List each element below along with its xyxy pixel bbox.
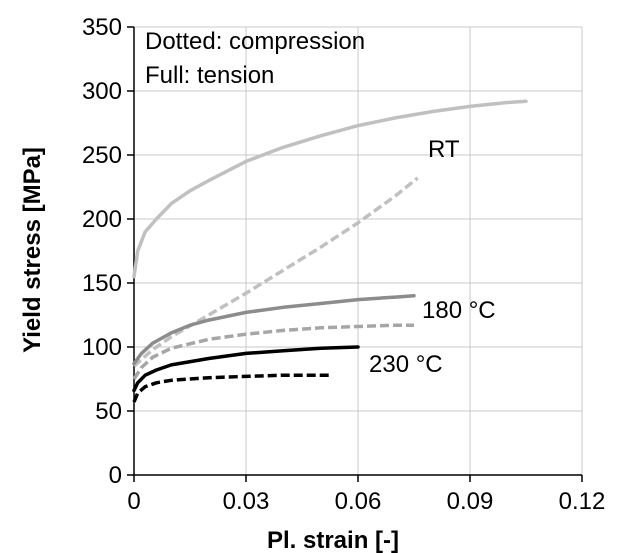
series-line-solid-0 xyxy=(132,99,528,279)
x-tick-label: 0.03 xyxy=(223,488,270,515)
series-group xyxy=(132,99,528,403)
y-tick-label: 100 xyxy=(82,334,122,361)
label-rt: RT xyxy=(428,136,460,163)
x-tick-label: 0 xyxy=(127,488,140,515)
legend-text-compression: Dotted: compression xyxy=(145,28,365,55)
series-line-dotted-1 xyxy=(132,176,419,368)
y-tick-label: 50 xyxy=(95,398,122,425)
x-tick-label: 0.12 xyxy=(559,488,606,515)
x-tick-label: 0.06 xyxy=(335,488,382,515)
y-tick-label: 200 xyxy=(82,206,122,233)
legend-text-tension: Full: tension xyxy=(145,62,274,89)
series-line-solid-2 xyxy=(132,294,416,366)
y-tick-label: 300 xyxy=(82,78,122,105)
tick-labels: 0 50 100 150 200 250 300 350 0 0.03 0.06 0.09 0.12 xyxy=(82,14,605,515)
x-tick-label: 0.09 xyxy=(447,488,494,515)
label-180c: 180 °C xyxy=(422,297,496,324)
series-line-dotted-3 xyxy=(132,323,414,380)
x-axis-title: Pl. strain [-] xyxy=(267,527,399,553)
label-230c: 230 °C xyxy=(369,351,443,378)
series-line-dotted-5 xyxy=(132,373,332,403)
y-tick-label: 150 xyxy=(82,270,122,297)
y-axis-title: Yield stress [MPa] xyxy=(19,147,46,353)
y-tick-label: 250 xyxy=(82,142,122,169)
y-tick-label: 350 xyxy=(82,14,122,41)
series-line-solid-4 xyxy=(132,345,360,393)
y-tick-label: 0 xyxy=(109,462,122,489)
